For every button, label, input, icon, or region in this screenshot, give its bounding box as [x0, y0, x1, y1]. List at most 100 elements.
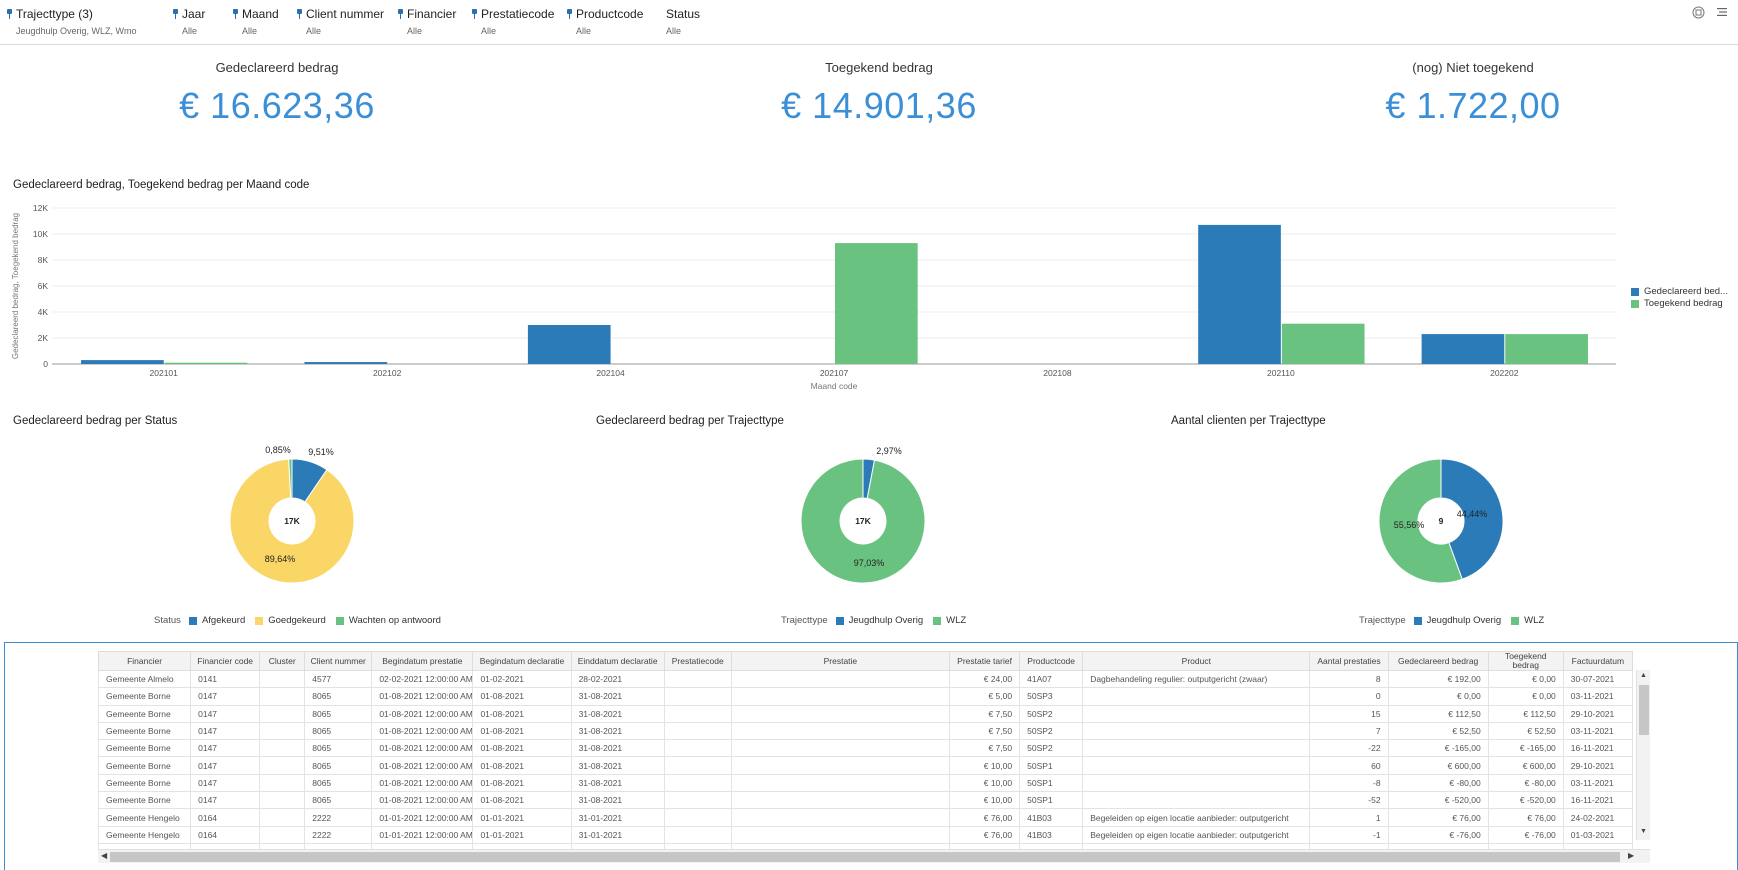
column-header[interactable]: Begindatum declaratie: [472, 651, 572, 671]
scroll-left-icon[interactable]: ◀: [101, 851, 108, 860]
filter-label: Productcode: [576, 7, 644, 21]
table-cell: 01-08-2021: [472, 739, 572, 758]
column-header[interactable]: Cluster: [259, 651, 306, 671]
column-header[interactable]: Factuurdatum: [1562, 651, 1634, 671]
filter-trajecttype[interactable]: Trajecttype (3) Jeugdhulp Overig, WLZ, W…: [6, 7, 137, 36]
filter-productcode[interactable]: Productcode Alle: [566, 7, 643, 36]
legend-title: Status: [154, 615, 181, 626]
table-cell: 50SP1: [1019, 791, 1084, 810]
scroll-down-icon[interactable]: ▼: [1640, 828, 1647, 835]
column-header[interactable]: Begindatum prestatie: [371, 651, 474, 671]
table-cell: 01-08-2021: [472, 773, 572, 793]
donut-title-status: Gedeclareerd bedrag per Status: [13, 415, 178, 427]
column-header[interactable]: Product: [1082, 651, 1311, 671]
vertical-scrollbar[interactable]: ▲ ▼: [1636, 670, 1650, 840]
column-header[interactable]: Prestatiecode: [663, 651, 732, 671]
donut-center-label: 17K: [284, 516, 300, 526]
legend-item-gedeclareerd[interactable]: Gedeclareerd bed...: [1631, 286, 1728, 297]
table-row[interactable]: Gemeente Borne 0147 8065 01-08-2021 12:00:0…: [98, 721, 1634, 741]
filter-value: Alle: [182, 26, 198, 36]
legend-item-goedgekeurd[interactable]: Goedgekeurd: [255, 615, 326, 626]
table-cell: € -76,00: [1387, 825, 1489, 844]
legend-item-toegekend[interactable]: Toegekend bedrag: [1631, 298, 1723, 309]
table-cell: € 76,00: [1387, 808, 1489, 827]
legend-item-jeugdhulp[interactable]: Jeugdhulp Overig: [835, 615, 923, 626]
table-row[interactable]: Gemeente Borne 0147 8065 01-08-2021 12:00:0…: [98, 704, 1634, 723]
table-cell: [259, 704, 306, 723]
legend-label: WLZ: [1524, 615, 1545, 626]
column-header[interactable]: Prestatie tarief: [949, 651, 1021, 671]
table-cell: [1082, 704, 1311, 723]
y-tick-label: 6K: [38, 281, 49, 291]
legend-label: Toegekend bedrag: [1644, 298, 1723, 309]
scroll-up-icon[interactable]: ▲: [1640, 672, 1647, 679]
table-row[interactable]: Gemeente Almelo 0141 4577 02-02-2021 12:00:…: [98, 669, 1634, 689]
filter-status[interactable]: Status Alle: [666, 7, 700, 36]
legend-item-jeugdhulp[interactable]: Jeugdhulp Overig: [1413, 615, 1501, 626]
table-cell: [730, 704, 951, 723]
table-row[interactable]: Gemeente Borne 0147 8065 01-08-2021 12:00:0…: [98, 739, 1634, 758]
column-header[interactable]: Toegekend bedrag: [1487, 651, 1564, 671]
table-cell: 1: [1309, 808, 1389, 827]
table-row[interactable]: Gemeente Borne 0147 8065 01-08-2021 12:00:0…: [98, 756, 1634, 775]
scroll-thumb[interactable]: [110, 852, 1620, 862]
pin-icon: [232, 9, 239, 19]
column-header[interactable]: Aantal prestaties: [1309, 651, 1389, 671]
filter-prestatiecode[interactable]: Prestatiecode Alle: [471, 7, 554, 36]
y-tick-label: 8K: [38, 255, 49, 265]
menu-icon[interactable]: [1716, 6, 1728, 21]
legend-item-wlz[interactable]: WLZ: [933, 615, 966, 626]
donut-slice: [800, 458, 926, 584]
legend-item-wlz[interactable]: WLZ: [1511, 615, 1544, 626]
legend-swatch: [188, 616, 197, 625]
y-tick-label: 10K: [33, 229, 48, 239]
table-cell: [259, 808, 306, 827]
column-header[interactable]: Financier: [98, 651, 192, 671]
legend-item-afgekeurd[interactable]: Afgekeurd: [188, 615, 245, 626]
table-cell: 01-01-2021: [472, 825, 572, 844]
table-cell: € 600,00: [1387, 756, 1489, 775]
table-cell: € 10,00: [949, 773, 1021, 793]
filter-jaar[interactable]: Jaar Alle: [172, 7, 205, 36]
y-tick-label: 2K: [38, 333, 49, 343]
table-row[interactable]: Gemeente Borne 0147 8065 01-08-2021 12:00:0…: [98, 791, 1634, 810]
horizontal-scrollbar[interactable]: ◀ ▶: [98, 849, 1650, 863]
scroll-thumb[interactable]: [1639, 685, 1649, 735]
table-cell: 15: [1309, 704, 1389, 723]
filter-client-nummer[interactable]: Client nummer Alle: [296, 7, 384, 36]
table-cell: 01-08-2021: [472, 791, 572, 810]
filter-label: Trajecttype (3): [16, 7, 93, 21]
pin-icon: [471, 9, 478, 19]
table-row[interactable]: Gemeente Borne 0147 8065 01-08-2021 12:00:0…: [98, 773, 1634, 793]
column-header[interactable]: Prestatie: [730, 651, 951, 671]
table-cell: € 76,00: [949, 825, 1021, 844]
x-axis-label: Maand code: [811, 381, 858, 391]
filter-value: Alle: [481, 26, 497, 36]
table-cell: [259, 773, 306, 793]
filter-maand[interactable]: Maand Alle: [232, 7, 279, 36]
filter-financier[interactable]: Financier Alle: [397, 7, 456, 36]
column-header[interactable]: Gedeclareerd bedrag: [1387, 651, 1489, 671]
filter-label: Status: [666, 7, 701, 21]
column-header[interactable]: Client nummer: [304, 651, 373, 671]
table-cell: [1082, 773, 1311, 793]
table-cell: € 112,50: [1487, 704, 1564, 723]
table-cell: 0147: [190, 773, 261, 793]
column-header[interactable]: Einddatum declaratie: [570, 651, 665, 671]
table-cell: € 0,00: [1387, 687, 1489, 706]
kpi-gedeclareerd: Gedeclareerd bedrag € 16.623,36: [77, 60, 477, 127]
legend-item-wachten[interactable]: Wachten op antwoord: [335, 615, 441, 626]
bar: [1198, 224, 1281, 364]
table-cell: 31-08-2021: [570, 721, 665, 741]
legend-swatch: [1413, 616, 1422, 625]
column-header[interactable]: Financier code: [190, 651, 261, 671]
table-cell: 41B03: [1019, 808, 1084, 827]
bookmark-icon[interactable]: [1692, 6, 1705, 22]
table-cell: Gemeente Hengelo: [98, 825, 192, 844]
scroll-right-icon[interactable]: ▶: [1628, 851, 1635, 860]
table-row[interactable]: Gemeente Borne 0147 8065 01-08-2021 12:00:0…: [98, 687, 1634, 706]
donut-slice: [1440, 458, 1504, 580]
column-header[interactable]: Productcode: [1019, 651, 1084, 671]
